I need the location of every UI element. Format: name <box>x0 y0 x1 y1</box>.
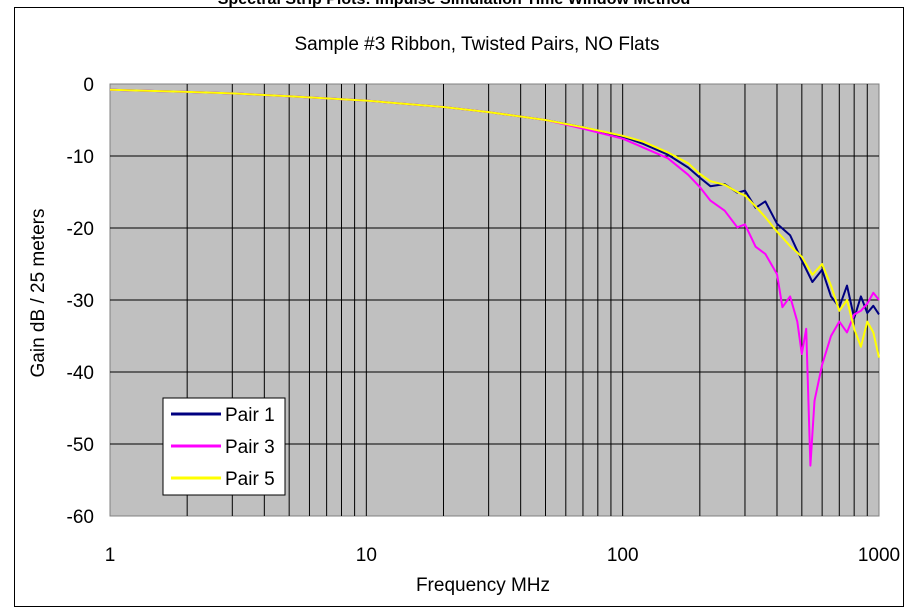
legend-label: Pair 3 <box>225 437 275 458</box>
y-tick-label: -40 <box>67 363 94 384</box>
x-tick-label: 1000 <box>858 545 900 566</box>
legend: Pair 1 Pair 3 Pair 5 <box>162 397 286 496</box>
chart-svg: Sample #3 Ribbon, Twisted Pairs, NO Flat… <box>28 34 900 596</box>
page-header: Spectral Strip Plots: Impulse Simulation… <box>0 0 908 9</box>
chart-frame: Sample #3 Ribbon, Twisted Pairs, NO Flat… <box>14 7 904 607</box>
y-tick-label: -10 <box>67 147 94 168</box>
x-axis-label: Frequency MHz <box>416 575 550 596</box>
x-tick-label: 10 <box>356 545 377 566</box>
chart-title: Sample #3 Ribbon, Twisted Pairs, NO Flat… <box>294 34 659 55</box>
y-axis-label: Gain dB / 25 meters <box>28 209 49 378</box>
grid-lines <box>110 84 879 516</box>
y-tick-label: -20 <box>67 219 94 240</box>
series-lines <box>109 88 880 467</box>
x-tick-label: 100 <box>607 545 639 566</box>
y-tick-label: -50 <box>67 435 94 456</box>
x-tick-label: 1 <box>105 545 116 566</box>
y-tick-label: -30 <box>67 291 94 312</box>
y-tick-label: -60 <box>67 507 94 528</box>
y-tick-labels: 0 -10 -20 -30 -40 -50 -60 <box>67 75 94 528</box>
series-line-3 <box>109 88 880 358</box>
x-tick-labels: 1 10 100 1000 <box>105 545 900 566</box>
y-tick-label: 0 <box>83 75 94 96</box>
legend-label: Pair 1 <box>225 405 275 426</box>
legend-label: Pair 5 <box>225 469 275 490</box>
